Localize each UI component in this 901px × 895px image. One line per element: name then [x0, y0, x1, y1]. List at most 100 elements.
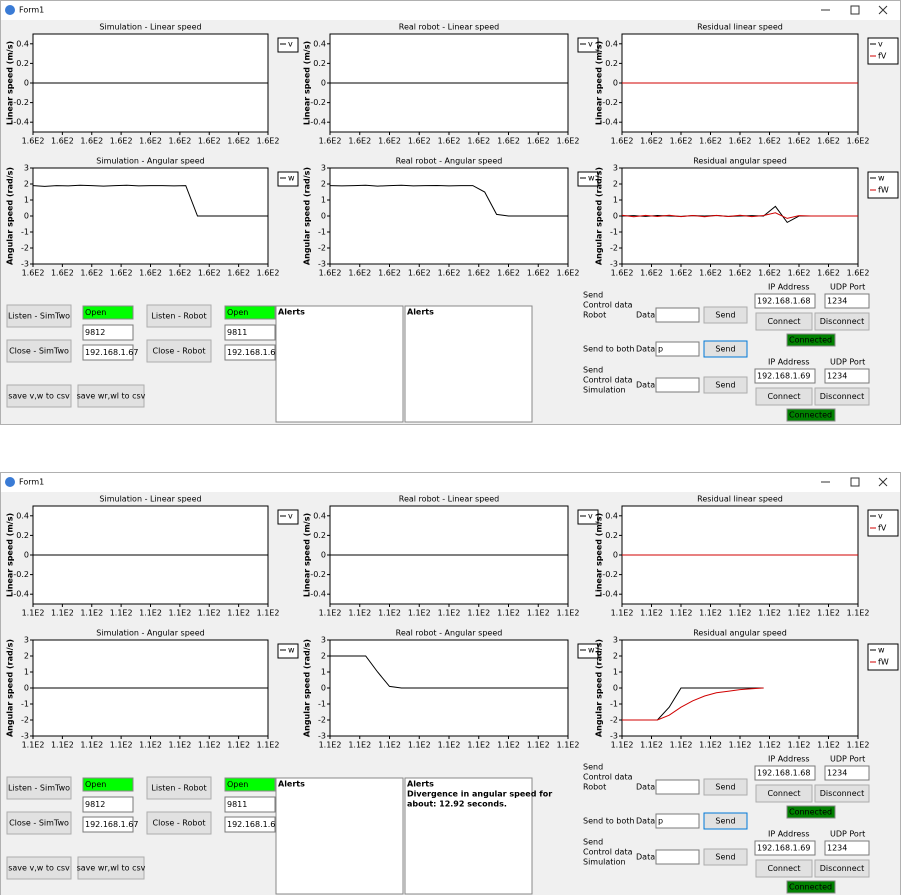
ip-field[interactable]	[754, 840, 816, 856]
y-tick-label: 0	[24, 212, 29, 221]
x-tick-label: 1.6E2	[80, 269, 103, 278]
close-button[interactable]	[878, 5, 888, 15]
send-button[interactable]	[703, 778, 748, 796]
x-tick-label: 1.6E2	[51, 137, 74, 146]
x-tick-label: 1.1E2	[168, 609, 191, 618]
x-tick-label: 1.6E2	[378, 137, 401, 146]
listen-status-label: Open	[227, 308, 248, 317]
disconnect-button[interactable]	[814, 859, 870, 878]
disconnect-button[interactable]	[814, 312, 870, 331]
data-label: Data	[636, 381, 655, 390]
close-button[interactable]	[146, 339, 212, 363]
port-field[interactable]	[224, 324, 276, 341]
listen-button[interactable]	[146, 776, 212, 800]
chart-title: Real robot - Linear speed	[399, 495, 499, 504]
listen-button[interactable]	[146, 304, 212, 328]
x-tick-label: 1.1E2	[408, 741, 431, 750]
port-field[interactable]	[82, 796, 134, 813]
data-field[interactable]	[655, 813, 700, 829]
port-field[interactable]	[824, 293, 870, 309]
x-tick-label: 1.1E2	[699, 609, 722, 618]
ip-field[interactable]	[82, 816, 134, 833]
ip-field[interactable]	[224, 816, 276, 833]
y-tick-label: 3	[24, 636, 29, 645]
ip-field[interactable]	[224, 344, 276, 361]
maximize-button[interactable]	[850, 477, 860, 487]
close-button[interactable]	[146, 811, 212, 835]
port-field[interactable]	[224, 796, 276, 813]
port-field[interactable]	[824, 840, 870, 856]
maximize-button[interactable]	[850, 5, 860, 15]
port-field[interactable]	[82, 324, 134, 341]
save-button-label: save wr,wl to csv	[77, 864, 146, 873]
connect-button[interactable]	[755, 312, 813, 331]
connection-status-label: Connected	[789, 883, 832, 892]
legend-label: fW	[878, 658, 889, 667]
disconnect-button[interactable]	[814, 784, 870, 803]
port-field-text: 1234	[827, 769, 847, 778]
close-button[interactable]	[878, 477, 888, 487]
x-tick-label: 1.1E2	[319, 609, 342, 618]
connect-button[interactable]	[755, 859, 813, 878]
listen-status-label: Open	[227, 780, 248, 789]
x-tick-label: 1.6E2	[467, 269, 490, 278]
alerts-box	[404, 777, 533, 895]
listen-button[interactable]	[6, 776, 72, 800]
save-button[interactable]	[77, 384, 145, 408]
listen-button[interactable]	[6, 304, 72, 328]
ip-field[interactable]	[754, 368, 816, 384]
port-field[interactable]	[824, 765, 870, 781]
send-button[interactable]	[703, 306, 748, 324]
port-label: UDP Port	[830, 283, 865, 292]
x-tick-label: 1.6E2	[640, 137, 663, 146]
chart-title: Real robot - Linear speed	[399, 23, 499, 32]
listen-status	[224, 305, 276, 320]
close-button[interactable]	[6, 339, 72, 363]
disconnect-button[interactable]	[814, 387, 870, 406]
window-title: Form1	[19, 478, 44, 487]
save-button[interactable]	[6, 856, 72, 880]
y-axis-label: Angular speed (rad/s)	[303, 639, 312, 737]
app-icon	[5, 5, 15, 15]
legend-label: v	[288, 512, 293, 521]
y-tick-label: -2	[21, 716, 29, 725]
y-tick-label: 1	[24, 668, 29, 677]
send-button[interactable]	[703, 848, 748, 866]
data-field[interactable]	[655, 377, 700, 393]
save-button[interactable]	[77, 856, 145, 880]
data-field[interactable]	[655, 307, 700, 323]
legend-label: fV	[878, 52, 887, 61]
connect-button[interactable]	[755, 784, 813, 803]
y-tick-label: 0	[321, 212, 326, 221]
y-axis-label: Angular speed (rad/s)	[6, 639, 15, 737]
legend-label: v	[878, 512, 883, 521]
data-field[interactable]	[655, 849, 700, 865]
data-field[interactable]	[655, 341, 700, 357]
data-label: Data	[636, 783, 655, 792]
ip-field[interactable]	[82, 344, 134, 361]
x-tick-label: 1.1E2	[110, 609, 133, 618]
send-button[interactable]	[703, 340, 748, 358]
x-tick-label: 1.1E2	[788, 609, 811, 618]
data-field[interactable]	[655, 779, 700, 795]
ip-label: IP Address	[768, 755, 810, 764]
x-tick-label: 1.1E2	[557, 741, 580, 750]
ip-field[interactable]	[754, 293, 816, 309]
connect-button[interactable]	[755, 387, 813, 406]
alert-message: Divergence in angular speed for	[407, 790, 552, 799]
port-field[interactable]	[824, 368, 870, 384]
send-label: Simulation	[583, 386, 626, 395]
ip-field[interactable]	[754, 765, 816, 781]
send-button[interactable]	[703, 376, 748, 394]
x-tick-label: 1.6E2	[847, 269, 870, 278]
send-label: Send to both	[583, 817, 634, 826]
legend-label: v	[588, 512, 593, 521]
close-button[interactable]	[6, 811, 72, 835]
send-button[interactable]	[703, 812, 748, 830]
y-tick-label: 0	[613, 684, 618, 693]
listen-status	[82, 305, 134, 320]
y-tick-label: 0	[613, 551, 618, 560]
chart-title: Real robot - Angular speed	[396, 629, 503, 638]
legend-label: v	[288, 40, 293, 49]
save-button[interactable]	[6, 384, 72, 408]
